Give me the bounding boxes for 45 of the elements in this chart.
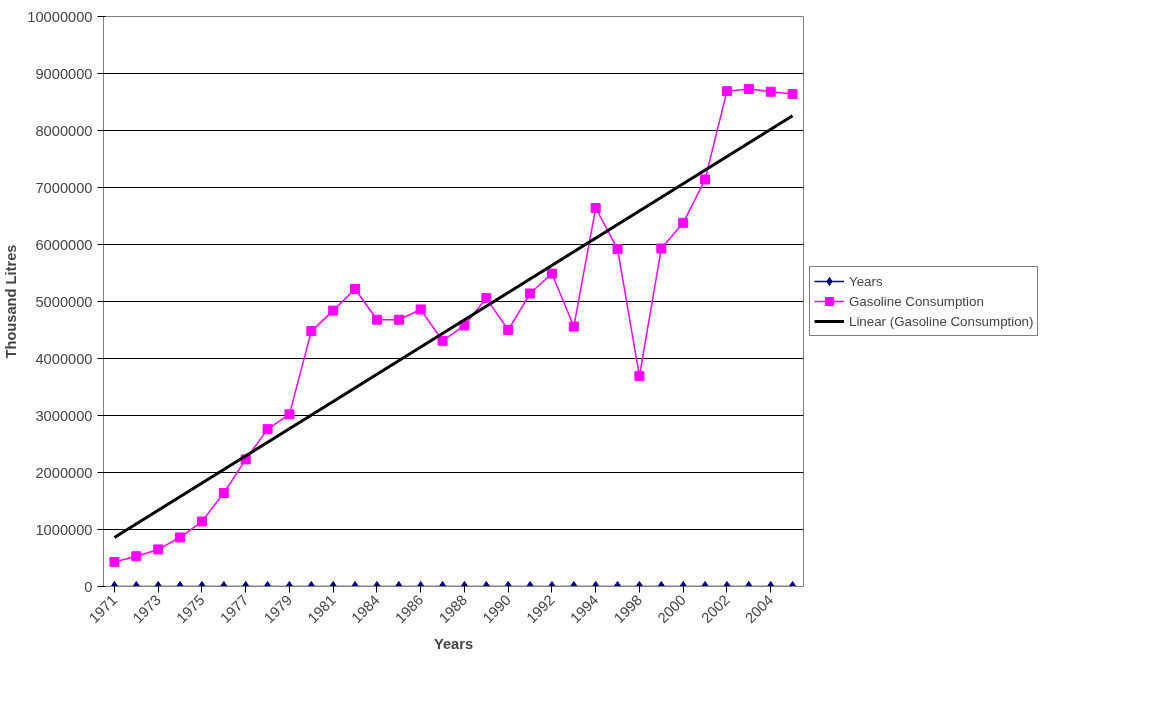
y-tick-label: 5000000 bbox=[35, 293, 93, 310]
y-tick-label: 9000000 bbox=[35, 65, 93, 82]
y-tick-label: 1000000 bbox=[35, 521, 93, 538]
point bbox=[634, 371, 645, 382]
legend-label: Gasoline Consumption bbox=[849, 293, 984, 309]
point bbox=[109, 556, 120, 567]
point bbox=[656, 243, 667, 254]
point bbox=[284, 409, 295, 420]
point bbox=[503, 325, 514, 335]
point bbox=[525, 288, 536, 299]
y-tick-label: 4000000 bbox=[35, 350, 93, 367]
point bbox=[743, 83, 754, 94]
y-axis-title: Thousand Litres bbox=[3, 244, 20, 359]
legend-label: Years bbox=[849, 273, 883, 289]
y-tick-label: 8000000 bbox=[35, 122, 93, 139]
point bbox=[700, 174, 711, 185]
point bbox=[153, 544, 164, 555]
y-tick-label: 0 bbox=[84, 578, 93, 595]
point bbox=[459, 320, 470, 331]
point bbox=[546, 268, 557, 279]
point bbox=[437, 335, 448, 346]
point bbox=[196, 516, 207, 527]
y-tick-label: 2000000 bbox=[35, 464, 93, 481]
point bbox=[175, 532, 186, 543]
point bbox=[393, 314, 404, 325]
point bbox=[612, 244, 623, 255]
point bbox=[306, 326, 317, 337]
y-tick-label: 7000000 bbox=[35, 179, 93, 196]
x-axis-title: Years bbox=[433, 635, 474, 652]
point bbox=[328, 305, 339, 316]
point bbox=[678, 217, 689, 228]
point bbox=[787, 89, 798, 100]
point bbox=[765, 86, 776, 97]
point bbox=[721, 86, 732, 97]
legend-label: Linear (Gasoline Consumption) bbox=[849, 313, 1034, 329]
y-tick-label: 10000000 bbox=[27, 8, 93, 25]
point bbox=[371, 314, 382, 325]
y-tick-label: 3000000 bbox=[35, 407, 93, 424]
point bbox=[415, 304, 426, 315]
point bbox=[590, 203, 601, 214]
y-tick-label: 6000000 bbox=[35, 236, 93, 253]
point bbox=[481, 293, 492, 304]
point bbox=[568, 321, 579, 332]
point bbox=[350, 283, 361, 294]
point bbox=[262, 424, 273, 435]
